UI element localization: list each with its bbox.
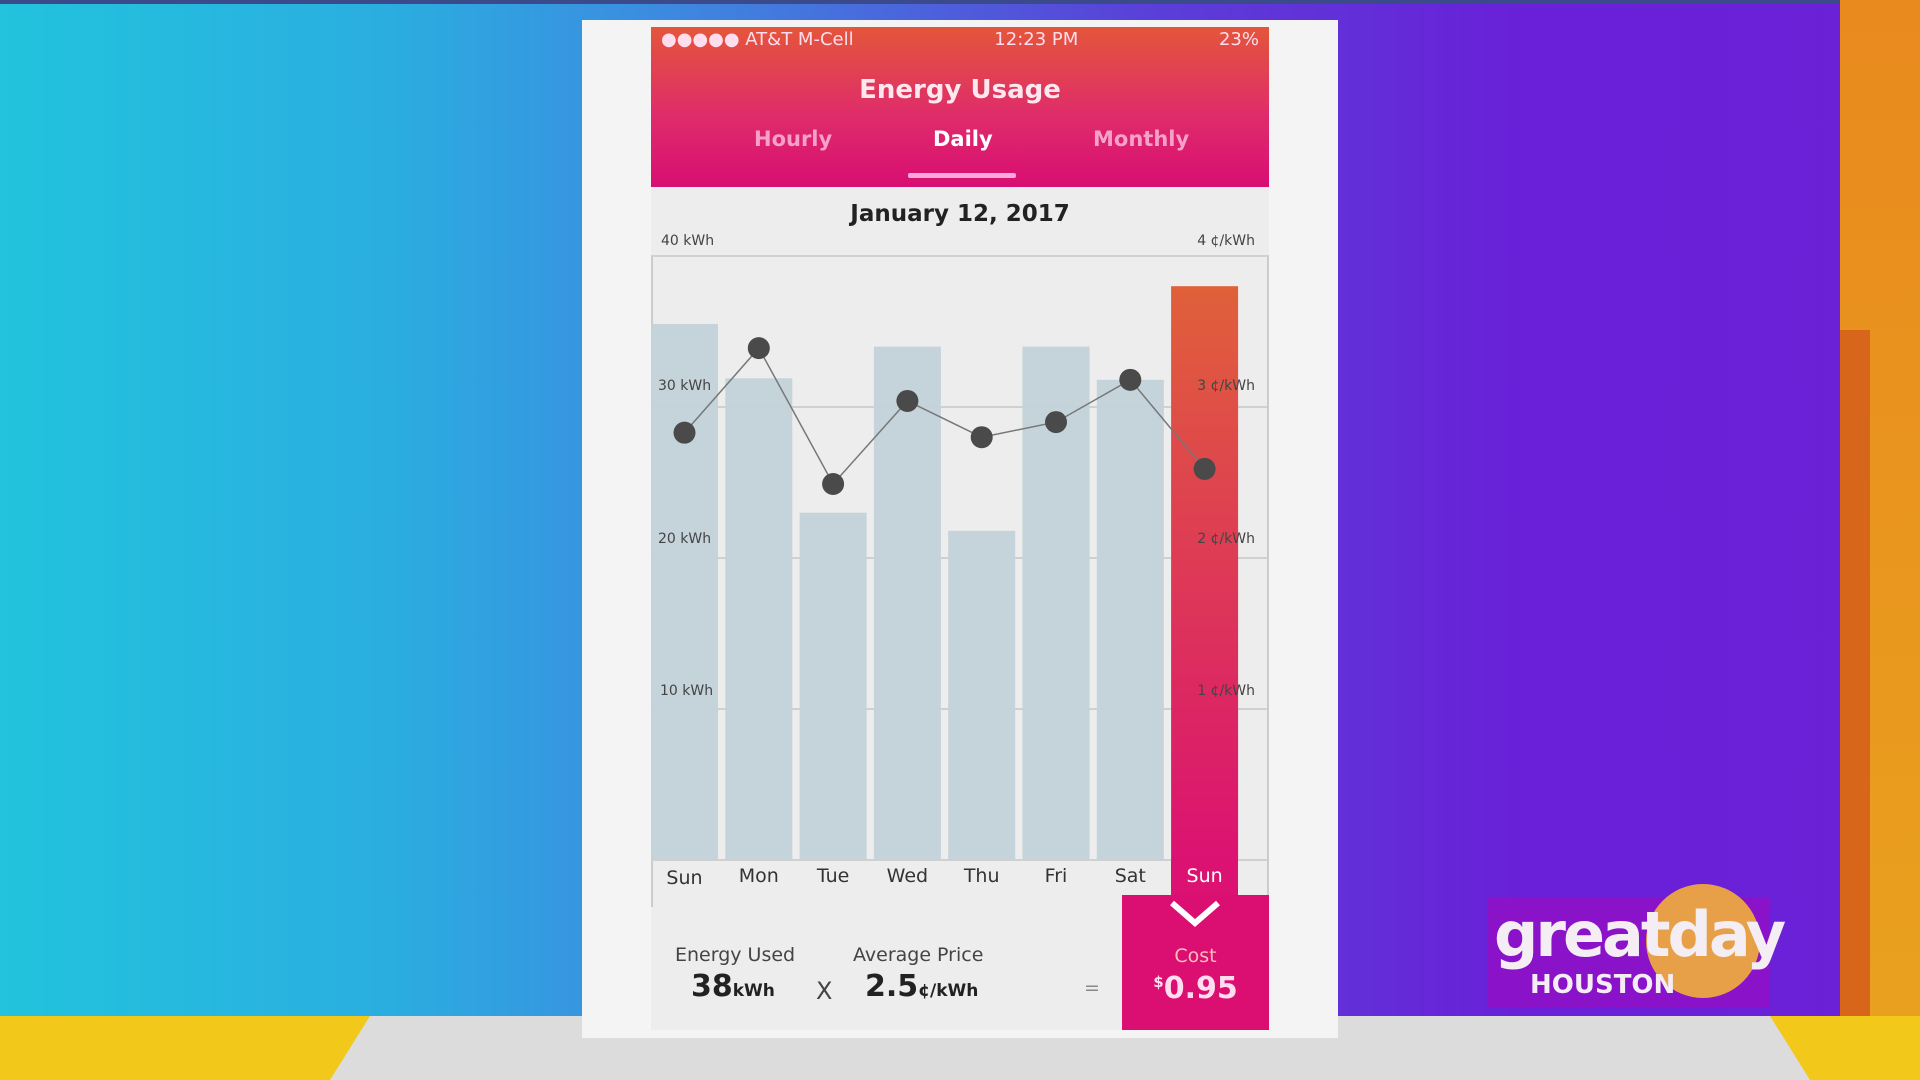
cost-box: Cost $0.95 [1122, 895, 1269, 1030]
price-point [747, 337, 770, 360]
cost-currency: $ [1153, 973, 1164, 991]
right-axis-tick: 1 ¢/kWh [1197, 683, 1255, 699]
phone-screen: ●●●●● AT&T M-Cell 12:23 PM 23% Energy Us… [651, 27, 1269, 1030]
tab-monthly[interactable]: Monthly [1093, 127, 1190, 151]
equals-sign: = [1084, 977, 1100, 999]
energy-bar [651, 323, 718, 860]
energy-bar [948, 530, 1016, 860]
tab-daily[interactable]: Daily [933, 127, 993, 151]
status-bar: ●●●●● AT&T M-Cell 12:23 PM 23% [661, 29, 1259, 51]
logo-circle [1646, 884, 1760, 998]
selected-date: January 12, 2017 [850, 201, 1070, 227]
x-axis-label[interactable]: Sun [666, 867, 703, 889]
clock: 12:23 PM [994, 29, 1079, 50]
left-axis-tick: 30 kWh [658, 378, 712, 394]
active-tab-indicator [908, 173, 1016, 178]
price-unit: ¢/kWh [918, 981, 979, 1001]
left-axis-tick: 40 kWh [661, 233, 715, 249]
carrier: ●●●●● AT&T M-Cell [661, 29, 854, 50]
logo-city: HOUSTON [1530, 970, 1676, 1000]
average-price-label: Average Price [853, 944, 984, 966]
energy-unit: kWh [732, 981, 775, 1001]
x-axis-label[interactable]: Sun [1171, 860, 1239, 897]
energy-bar [799, 512, 867, 860]
left-axis-tick: 20 kWh [658, 531, 712, 547]
chevron-down-icon [1170, 900, 1220, 927]
price-point [1045, 411, 1067, 434]
page-title: Energy Usage [859, 75, 1061, 105]
price-point [1193, 457, 1216, 480]
energy-bar [1096, 379, 1164, 860]
x-axis-label[interactable]: Thu [963, 865, 1000, 887]
x-axis-label[interactable]: Mon [738, 865, 779, 887]
price-point [970, 426, 993, 449]
x-axis-label[interactable]: Sat [1114, 865, 1146, 887]
price-point [673, 421, 696, 444]
energy-used-value: 38 [691, 969, 733, 1004]
multiply-sign: X [816, 977, 833, 1005]
cost-label: Cost [1174, 945, 1217, 967]
x-axis-label[interactable]: Tue [816, 865, 850, 887]
x-axis-label[interactable]: Fri [1044, 865, 1068, 887]
price-point [896, 389, 919, 412]
energy-bar [725, 378, 793, 860]
right-axis-tick: 3 ¢/kWh [1197, 378, 1255, 394]
average-price-value: 2.5 [865, 969, 919, 1004]
right-axis-tick: 2 ¢/kWh [1197, 531, 1255, 547]
tab-hourly[interactable]: Hourly [754, 127, 833, 151]
price-point [822, 473, 845, 496]
energy-chart [651, 255, 1269, 907]
cost-value: 0.95 [1163, 971, 1238, 1006]
battery: 23% [1218, 29, 1259, 50]
left-axis-tick: 10 kWh [660, 683, 714, 699]
app-header: ●●●●● AT&T M-Cell 12:23 PM 23% Energy Us… [651, 27, 1269, 187]
energy-bar [873, 346, 941, 861]
price-line [683, 346, 1206, 486]
top-border [0, 0, 1920, 4]
energy-used-label: Energy Used [675, 944, 796, 966]
greatday-houston-logo: greatday HOUSTON [1488, 884, 1786, 1008]
selected-bar [1171, 286, 1239, 860]
background-orange-shadow [1840, 330, 1870, 1050]
price-point [1119, 368, 1142, 391]
logo-word: greatday [1494, 898, 1786, 971]
x-axis-label[interactable]: Wed [886, 865, 929, 887]
right-axis-tick: 4 ¢/kWh [1197, 233, 1255, 249]
